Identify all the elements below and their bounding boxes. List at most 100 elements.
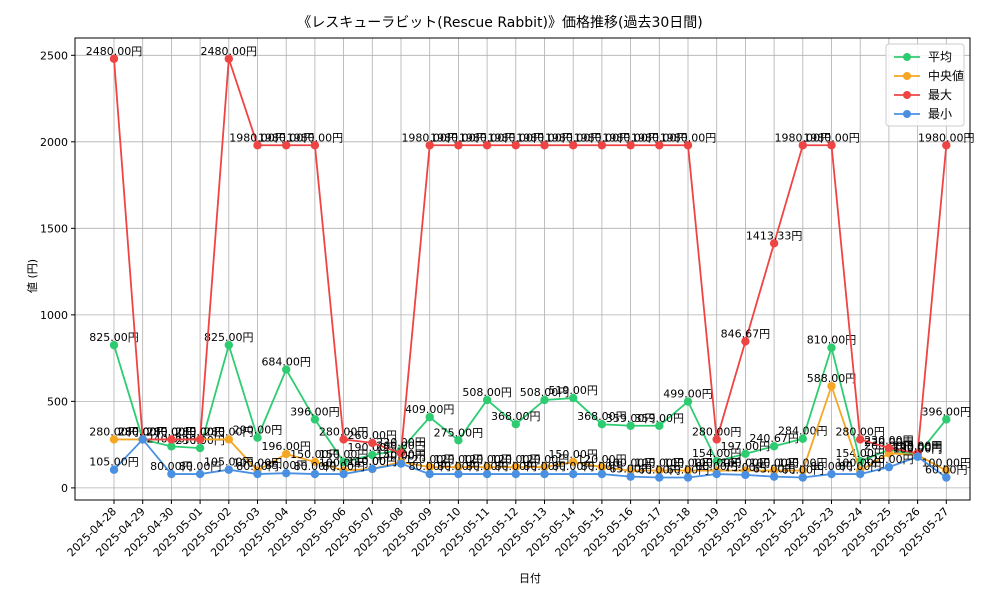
data-point xyxy=(195,443,205,453)
data-point xyxy=(425,141,434,150)
legend-box xyxy=(885,43,965,127)
data-point xyxy=(167,435,176,444)
data-label: 80.00円 xyxy=(810,460,853,473)
data-label: 120.00円 xyxy=(434,453,484,466)
data-point xyxy=(511,141,520,150)
y-tick-label: 2000 xyxy=(40,136,68,149)
data-label: 2480.00円 xyxy=(86,45,143,58)
data-label: 154.00円 xyxy=(692,447,742,460)
y-tick-label: 1000 xyxy=(40,309,68,322)
data-label: 1980.00円 xyxy=(545,131,602,144)
data-point xyxy=(597,141,607,150)
data-label: 846.67円 xyxy=(721,327,771,340)
data-label: 280.00円 xyxy=(89,425,139,438)
data-label: 80.00円 xyxy=(695,460,738,473)
data-label: 280.00円 xyxy=(147,425,197,438)
data-label: 80.00円 xyxy=(495,460,538,473)
data-label: 65.00円 xyxy=(609,463,652,476)
data-label: 154.00円 xyxy=(835,447,885,460)
data-point xyxy=(425,469,434,479)
data-point xyxy=(195,435,205,444)
data-label: 100.00円 xyxy=(835,457,885,470)
data-label: 80.00円 xyxy=(322,460,365,473)
data-label: 810.00円 xyxy=(807,334,857,347)
plot-frame xyxy=(74,37,971,501)
data-point xyxy=(540,469,549,479)
data-point xyxy=(454,436,463,445)
data-label: 150.00円 xyxy=(290,448,340,461)
data-point xyxy=(167,442,176,451)
data-point xyxy=(511,469,520,479)
series-line xyxy=(114,383,947,472)
data-point xyxy=(683,141,693,150)
series-line xyxy=(113,438,947,479)
data-point xyxy=(712,457,721,466)
data-label: 220.00円 xyxy=(376,436,426,449)
data-label: 1980.00円 xyxy=(918,131,975,144)
data-label: 80.00円 xyxy=(466,460,509,473)
data-label: 1980.00円 xyxy=(803,131,860,144)
data-point xyxy=(655,421,664,430)
data-label: 260.00円 xyxy=(348,429,398,442)
data-point xyxy=(769,472,779,481)
data-label: 120.00円 xyxy=(520,453,570,466)
data-point xyxy=(109,435,119,444)
x-axis-label: 日付 xyxy=(519,572,541,585)
data-point xyxy=(597,462,607,472)
data-point xyxy=(511,420,520,429)
data-point xyxy=(741,337,750,346)
data-label: 75.00円 xyxy=(724,461,767,474)
legend-marker xyxy=(903,72,911,80)
data-label: 1980.00円 xyxy=(775,131,832,144)
data-label: 110.00円 xyxy=(348,455,398,468)
data-point xyxy=(769,442,779,451)
data-point xyxy=(798,473,807,482)
data-point xyxy=(339,457,348,467)
data-label: 1980.00円 xyxy=(401,131,458,144)
data-point xyxy=(597,420,607,429)
data-point xyxy=(655,141,664,150)
data-point xyxy=(798,434,807,443)
data-label: 280.00円 xyxy=(204,425,254,438)
data-label: 280.00円 xyxy=(175,425,225,438)
data-label: 197.00円 xyxy=(721,440,771,453)
data-label: 100.00円 xyxy=(721,457,771,470)
data-point xyxy=(368,464,377,474)
data-point xyxy=(310,469,320,479)
data-label: 825.00円 xyxy=(89,331,139,344)
data-label: 368.00円 xyxy=(577,410,627,423)
data-label: 519.00円 xyxy=(548,384,598,397)
data-point xyxy=(683,397,693,406)
data-label: 60.00円 xyxy=(638,464,681,477)
data-point xyxy=(913,452,922,461)
data-label: 280.00円 xyxy=(118,425,168,438)
data-point xyxy=(310,141,320,150)
data-label: 1413.33円 xyxy=(746,229,803,242)
data-point xyxy=(569,393,578,403)
data-label: 190.00円 xyxy=(348,441,398,454)
data-point xyxy=(282,449,291,459)
data-point xyxy=(827,141,836,150)
data-label: 80.00円 xyxy=(437,460,480,473)
data-point xyxy=(310,457,320,467)
data-label: 290.00円 xyxy=(233,424,283,437)
data-point xyxy=(569,141,578,150)
data-label: 80.00円 xyxy=(150,460,193,473)
data-label: 1980.00円 xyxy=(516,131,573,144)
data-label: 280.00円 xyxy=(835,425,885,438)
legend-label: 最大 xyxy=(928,88,952,102)
chart-title: 《レスキューラビット(Rescue Rabbit)》価格推移(過去30日間) xyxy=(297,15,703,31)
data-label: 110.00円 xyxy=(348,455,398,468)
data-point xyxy=(368,450,377,460)
data-label: 120.00円 xyxy=(577,453,627,466)
data-point xyxy=(282,365,291,374)
data-point xyxy=(109,340,119,350)
data-point xyxy=(827,343,836,352)
y-tick-label: 500 xyxy=(47,395,68,408)
data-label: 1980.00円 xyxy=(430,131,487,144)
data-label: 120.00円 xyxy=(491,453,541,466)
data-point xyxy=(741,449,750,458)
data-label: 1980.00円 xyxy=(631,131,688,144)
data-point xyxy=(626,472,635,481)
